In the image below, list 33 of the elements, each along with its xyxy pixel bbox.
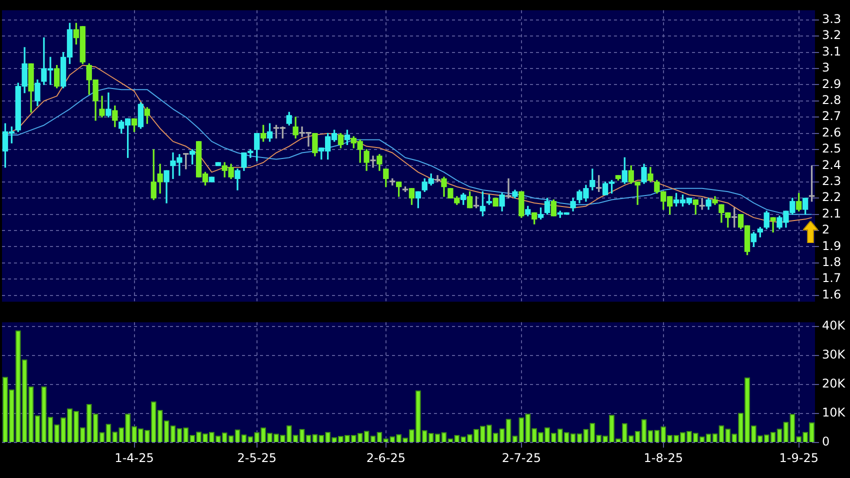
x-tick-label: 2-5-25 bbox=[237, 450, 276, 465]
y-tick-label: 2.7 bbox=[822, 109, 842, 124]
y-tick-label: 3.2 bbox=[822, 28, 842, 42]
y-tick-label: 2 bbox=[822, 222, 830, 237]
y-tick-label: 1.6 bbox=[822, 287, 842, 302]
y-tick-label: 10K bbox=[822, 406, 846, 420]
y-tick-label: 2.9 bbox=[822, 76, 842, 91]
y-tick-label: 1.9 bbox=[822, 238, 842, 253]
y-tick-label: 3.1 bbox=[822, 44, 842, 58]
y-tick-label: 40K bbox=[822, 318, 846, 333]
y-tick-label: 0 bbox=[822, 434, 830, 449]
y-tick-label: 2.8 bbox=[822, 93, 842, 108]
candlestick bbox=[370, 156, 376, 168]
candlestick bbox=[506, 178, 512, 198]
y-tick-label: 2.6 bbox=[822, 125, 842, 140]
candlestick bbox=[434, 175, 440, 182]
y-tick-label: 2.5 bbox=[822, 142, 842, 156]
y-tick-label: 2.3 bbox=[822, 174, 842, 188]
y-tick-label: 20K bbox=[822, 376, 846, 391]
y-tick-label: 30K bbox=[822, 348, 846, 362]
y-tick-label: 1.8 bbox=[822, 255, 842, 270]
y-tick-label: 1.7 bbox=[822, 271, 842, 286]
y-tick-label: 3.3 bbox=[822, 12, 842, 26]
y-tick-label: 3 bbox=[822, 60, 830, 75]
x-tick-label: 1-9-25 bbox=[779, 450, 818, 465]
x-tick-label: 2-7-25 bbox=[502, 450, 542, 465]
y-tick-label: 2.1 bbox=[822, 206, 842, 220]
y-tick-label: 2.2 bbox=[822, 190, 842, 204]
x-tick-label: 1-8-25 bbox=[644, 450, 683, 465]
x-tick-label: 2-6-25 bbox=[366, 450, 406, 465]
candlestick bbox=[770, 217, 776, 232]
x-tick-label: 1-4-25 bbox=[114, 450, 154, 465]
y-tick-label: 2.4 bbox=[822, 158, 842, 172]
